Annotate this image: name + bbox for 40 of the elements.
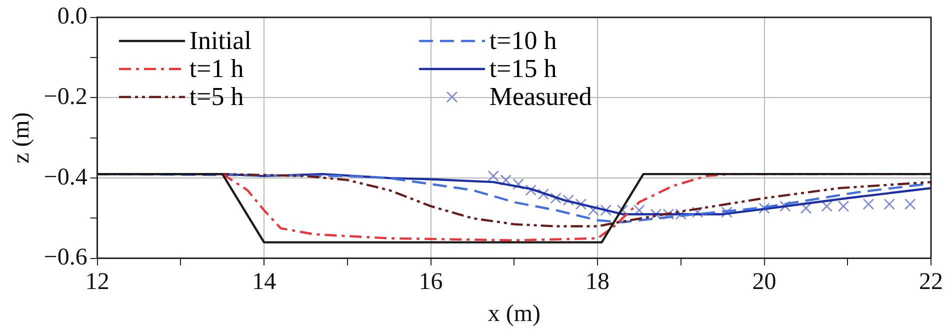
point — [662, 208, 674, 220]
legend-label: t=10 h — [489, 26, 557, 56]
point — [538, 188, 549, 200]
legend-label: Initial — [189, 26, 252, 56]
y-tick-label: 0.0 — [57, 4, 88, 30]
legend-label: t=1 h — [189, 54, 244, 84]
point — [500, 174, 512, 186]
y-tick-label: −0.4 — [44, 164, 88, 190]
point — [758, 202, 770, 214]
x-axis-title: x (m) — [488, 300, 540, 327]
point — [588, 204, 599, 216]
point — [692, 206, 704, 218]
y-axis-title: z (m) — [8, 112, 35, 164]
point — [600, 204, 612, 216]
point — [800, 202, 812, 214]
point — [550, 192, 562, 204]
point — [904, 198, 916, 210]
point — [884, 198, 895, 210]
point — [675, 208, 686, 220]
x-tick-label: 14 — [252, 269, 276, 296]
point — [838, 200, 850, 212]
y-tick-label: −0.2 — [44, 84, 88, 110]
point — [821, 200, 832, 212]
x-tick-label: 16 — [418, 269, 443, 296]
x-tick-label: 20 — [752, 269, 776, 296]
point — [575, 198, 586, 210]
x-tick-label: 12 — [85, 269, 110, 296]
point — [721, 206, 732, 218]
x-tick-label: 22 — [919, 269, 943, 296]
legend-label: t=5 h — [189, 82, 244, 112]
legend-label: t=15 h — [489, 54, 557, 84]
y-tick-label: −0.6 — [44, 244, 88, 271]
x-tick-label: 18 — [586, 269, 610, 296]
point — [562, 194, 574, 206]
point — [650, 208, 662, 220]
legend-label: Measured — [489, 82, 592, 112]
point — [525, 184, 536, 196]
point — [862, 198, 874, 210]
point — [488, 170, 499, 182]
point — [512, 178, 524, 190]
